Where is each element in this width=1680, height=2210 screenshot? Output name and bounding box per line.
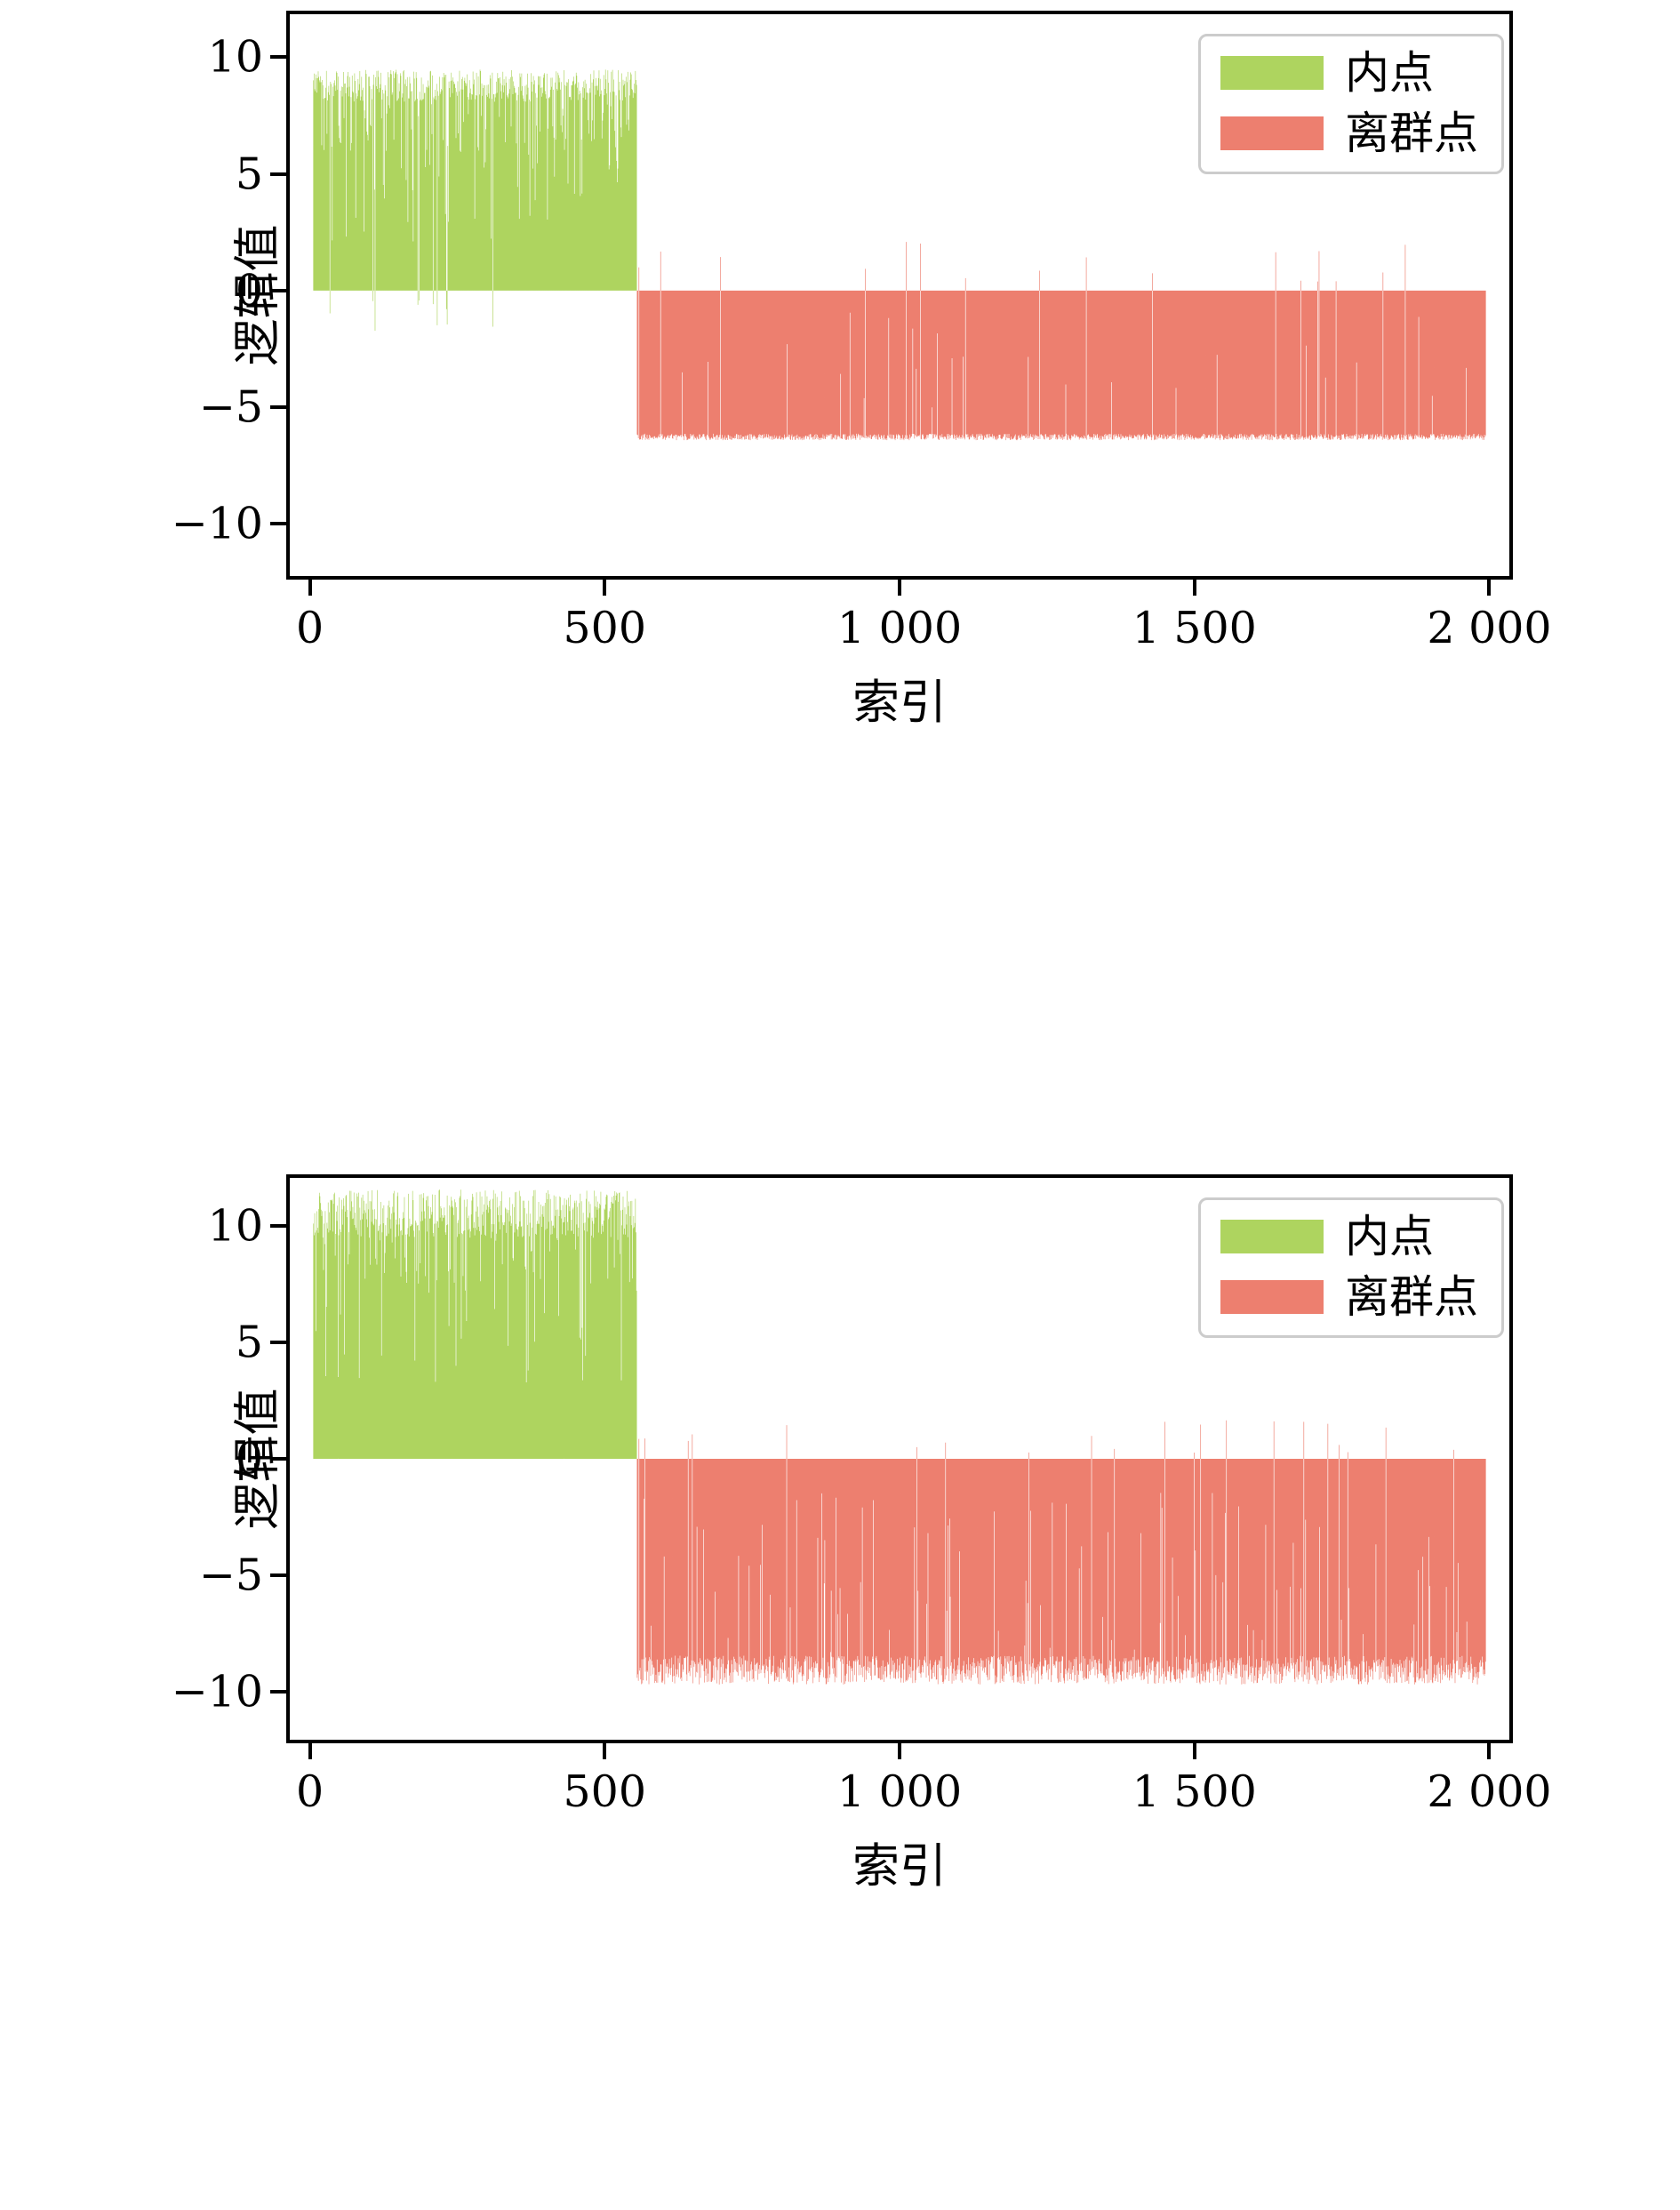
- x-tick-label: 2 000: [1427, 603, 1552, 653]
- y-tick-label: −5: [198, 381, 263, 433]
- y-tick-label: 0: [235, 265, 263, 316]
- y-axis-label: 逻辑值: [230, 1388, 285, 1530]
- x-axis-label: 索引: [852, 676, 947, 730]
- plot-area-2: [290, 1178, 1509, 1740]
- inlier-bars: [313, 1189, 637, 1459]
- x-tick-mark: [898, 1743, 901, 1759]
- outlier-bars: [636, 1420, 1486, 1685]
- y-tick-mark: [270, 1457, 286, 1461]
- x-tick-label: 1 500: [1132, 1766, 1257, 1817]
- x-tick-label: 0: [295, 603, 324, 653]
- y-tick-mark: [270, 1223, 286, 1228]
- plot-area-1: [290, 14, 1509, 576]
- x-tick-mark: [603, 580, 607, 596]
- y-tick-mark: [270, 1340, 286, 1344]
- y-tick-mark: [270, 288, 286, 292]
- y-tick-label: −10: [171, 498, 263, 549]
- bars-1: [313, 69, 1486, 441]
- x-tick-label: 0: [295, 1766, 324, 1817]
- y-tick-mark: [270, 1690, 286, 1694]
- chart-panel-1: 10 5 0 −5 −10 0 500 1 000 1 500 2 000 索引 逻辑值 内点 离群点: [171, 11, 1552, 730]
- y-tick-mark: [270, 172, 286, 176]
- x-tick-mark: [1487, 1743, 1492, 1759]
- bars-2: [313, 1189, 1486, 1685]
- y-tick-label: −10: [171, 1666, 263, 1718]
- y-tick-label: 5: [235, 1317, 263, 1368]
- x-tick-mark: [308, 580, 312, 596]
- x-axis-label: 索引: [852, 1839, 947, 1894]
- legend-swatch-inlier: [1220, 56, 1324, 90]
- legend-label-inlier: 内点: [1345, 1211, 1434, 1262]
- legend-label-inlier: 内点: [1345, 47, 1434, 99]
- y-tick-label: 0: [235, 1433, 263, 1485]
- legend-label-outlier: 离群点: [1345, 108, 1478, 159]
- y-tick-label: 10: [207, 1200, 263, 1252]
- legend-swatch-outlier: [1220, 1280, 1324, 1314]
- y-tick-mark: [270, 1573, 286, 1578]
- x-tick-label: 2 000: [1427, 1766, 1552, 1817]
- y-tick-label: 5: [235, 148, 263, 200]
- x-tick-mark: [898, 580, 901, 596]
- legend-item-outlier[interactable]: 离群点: [1220, 1275, 1478, 1319]
- x-tick-mark: [1487, 580, 1492, 596]
- legend-label-outlier: 离群点: [1345, 1271, 1478, 1323]
- y-axis-label: 逻辑值: [230, 224, 285, 366]
- x-tick-mark: [1192, 580, 1196, 596]
- x-tick-label: 1 000: [836, 1766, 963, 1817]
- x-tick-mark: [603, 1743, 607, 1759]
- outlier-bars: [636, 242, 1486, 441]
- legend-1[interactable]: 内点 离群点: [1198, 34, 1504, 174]
- legend-item-inlier[interactable]: 内点: [1220, 51, 1478, 95]
- legend-item-outlier[interactable]: 离群点: [1220, 111, 1478, 156]
- legend-swatch-outlier: [1220, 116, 1324, 150]
- legend-2[interactable]: 内点 离群点: [1198, 1197, 1504, 1338]
- y-tick-label: −5: [198, 1549, 263, 1601]
- y-tick-mark: [270, 404, 286, 409]
- chart-panel-2: 10 5 0 −5 −10 0 500 1 000 1 500 2 000 索引 逻辑值 内点 离群点: [0, 1105, 1680, 2210]
- x-tick-mark: [1192, 1743, 1196, 1759]
- x-tick-mark: [308, 1743, 312, 1759]
- x-tick-label: 500: [563, 603, 647, 653]
- x-tick-label: 1 000: [836, 603, 963, 653]
- legend-item-inlier[interactable]: 内点: [1220, 1214, 1478, 1259]
- x-tick-label: 500: [563, 1766, 647, 1817]
- x-tick-label: 1 500: [1132, 603, 1257, 653]
- legend-swatch-inlier: [1220, 1220, 1324, 1253]
- inlier-bars: [313, 69, 637, 331]
- y-tick-mark: [270, 522, 286, 526]
- y-tick-mark: [270, 55, 286, 60]
- y-tick-label: 10: [207, 31, 263, 83]
